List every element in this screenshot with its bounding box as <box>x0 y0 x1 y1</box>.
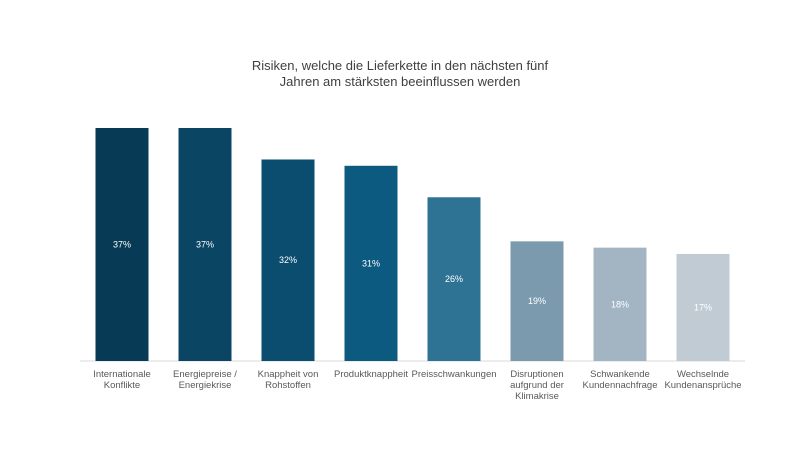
category-label: Klimakrise <box>515 391 559 402</box>
data-label: 26% <box>445 274 463 284</box>
bar <box>178 128 232 361</box>
chart-title: Risiken, welche die Lieferkette in den n… <box>0 58 800 90</box>
data-label: 19% <box>528 296 546 306</box>
data-label: 31% <box>362 258 380 268</box>
chart-title-line: Risiken, welche die Lieferkette in den n… <box>251 58 549 73</box>
bar <box>510 241 564 361</box>
bar <box>427 197 481 361</box>
bar <box>261 159 315 361</box>
category-label: Rohstoffen <box>265 380 311 391</box>
bar <box>95 128 149 361</box>
category-label: Disruptionen <box>510 369 563 380</box>
data-label: 17% <box>694 302 712 312</box>
bar <box>676 253 730 361</box>
category-label: Konflikte <box>104 380 140 391</box>
chart-title-line: Jahren am stärksten beeinflussen werden <box>279 74 521 89</box>
bar <box>344 165 398 361</box>
category-label: Energiepreise / <box>173 369 237 380</box>
data-label: 32% <box>279 255 297 265</box>
bar <box>593 247 647 361</box>
category-label: Kundennachfrage <box>582 380 657 391</box>
category-label: Knappheit von <box>258 369 319 380</box>
category-label: Preisschwankungen <box>411 369 496 380</box>
category-label: Internationale <box>93 369 151 380</box>
category-label: Wechselnde <box>677 369 729 380</box>
category-label: Kundenansprüche <box>664 380 741 391</box>
category-label: Energiekrise <box>179 380 232 391</box>
category-label: Schwankende <box>590 369 650 380</box>
category-label: aufgrund der <box>510 380 564 391</box>
category-label: Produktknappheit <box>334 369 408 380</box>
data-label: 37% <box>196 240 214 250</box>
data-label: 37% <box>113 240 131 250</box>
data-label: 18% <box>611 299 629 309</box>
